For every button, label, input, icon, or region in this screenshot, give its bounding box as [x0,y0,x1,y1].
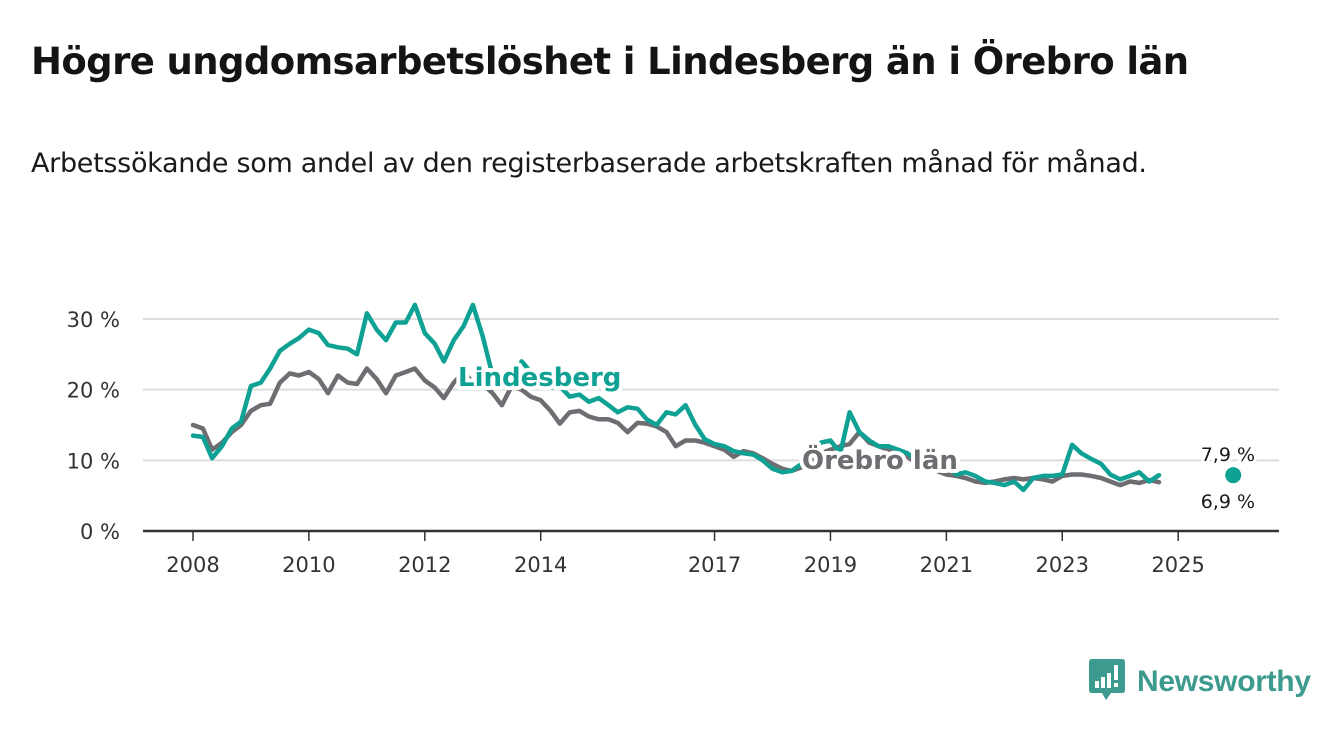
y-tick-label: 20 % [67,379,120,403]
chart-title: Högre ungdomsarbetslöshet i Lindesberg ä… [31,40,1189,83]
series-lines [190,302,1242,493]
y-tick-label: 10 % [67,449,120,473]
y-tick-label: 0 % [80,520,120,544]
x-axis: 2008 2010 2012 2014 2017 2019 2021 2023 2025 [143,529,1279,577]
orebro-lan-end-value-label: 6,9 % [1201,491,1255,513]
newsworthy-chat-chart-icon [1089,659,1125,705]
lindesberg-series-label: Lindesberg [458,363,621,393]
orebro-lan-series-label: Örebro län [802,443,958,476]
y-tick-label: 30 % [67,308,120,332]
x-tick-label: 2017 [688,553,741,577]
newsworthy-logo[interactable]: Newsworthy [1089,659,1311,705]
x-tick-label: 2012 [398,553,451,577]
x-tick-label: 2025 [1151,553,1204,577]
grid-lines [143,318,1279,462]
lindesberg-end-value-label: 7,9 % [1201,444,1255,466]
x-tick-label: 2019 [804,553,857,577]
x-tick-label: 2010 [282,553,335,577]
lindesberg-line [190,302,1162,493]
x-tick-label: 2014 [514,553,567,577]
chart-subtitle: Arbetssökande som andel av den registerb… [31,148,1147,179]
x-tick-label: 2023 [1036,553,1089,577]
y-axis: 0 % 10 % 20 % 30 % [67,308,120,544]
line-chart: 0 % 10 % 20 % 30 % 2008 2010 2012 2014 2017 2019… [67,302,1279,577]
x-tick-label: 2021 [920,553,973,577]
brand-name: Newsworthy [1137,665,1311,698]
orebro-lan-line [190,366,1162,488]
x-tick-label: 2008 [166,553,219,577]
series-labels: Lindesberg Örebro län 7,9 % 6,9 % [454,359,1258,516]
lindesberg-end-point [1225,467,1242,484]
